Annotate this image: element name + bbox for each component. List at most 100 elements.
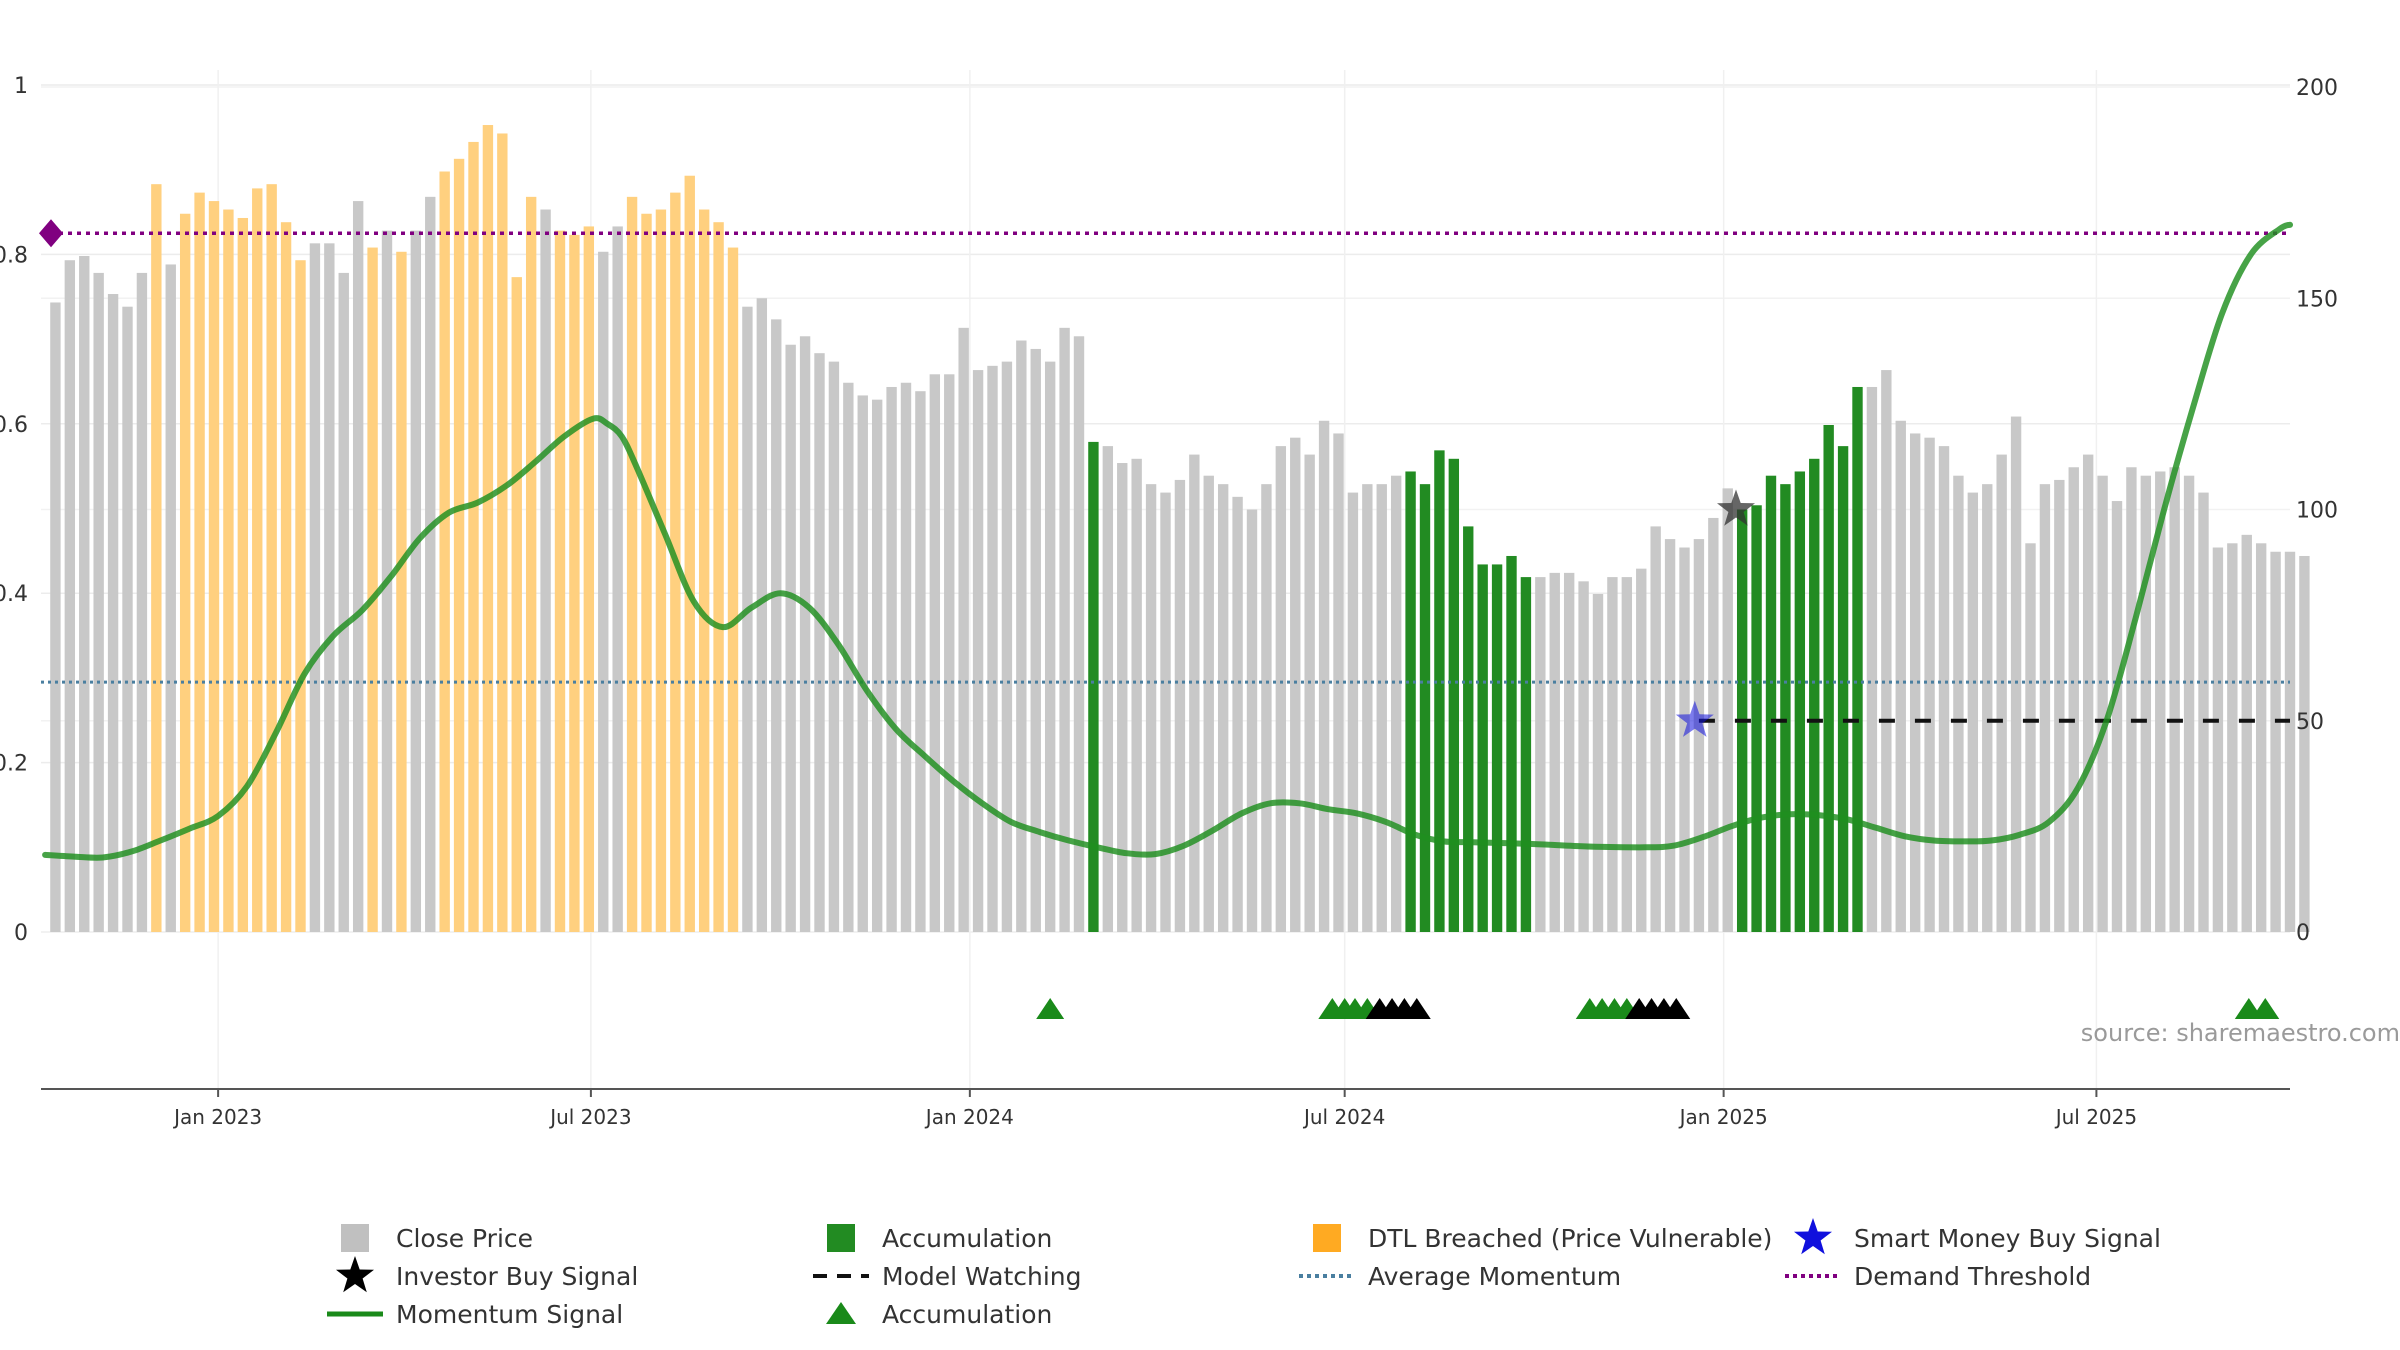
smart-money-buy-star [1675,700,1714,737]
legend-item: Momentum Signal [327,1300,623,1329]
x-tick-label: Jan 2024 [924,1105,1014,1129]
close-price-bar [756,298,768,932]
close-price-bar [1563,572,1575,932]
close-price-bar [1967,492,1979,932]
dtl-breached-bar [655,209,667,932]
close-price-bar [309,243,321,932]
legend-label: Momentum Signal [396,1300,623,1329]
dtl-breached-bar [396,251,407,932]
legend-star-icon [336,1256,374,1293]
close-price-bar [1535,577,1546,932]
legend-swatch [827,1224,855,1252]
accumulation-bar [1751,505,1762,932]
close-price-bar [1131,458,1142,932]
accumulation-bar [1434,450,1445,932]
model-watching-triangle [1402,998,1431,1019]
dtl-breached-bar [583,226,595,933]
close-price-bar [1203,475,1214,932]
left-tick-label: 1 [14,74,28,99]
left-tick-label: 0.8 [0,243,28,268]
close-price-bar [2183,475,2195,932]
legend-label: Close Price [396,1224,533,1253]
dtl-breached-bar [511,277,522,932]
close-price-bar [1895,420,1906,932]
x-tick-label: Jul 2023 [548,1105,631,1129]
close-price-bar [1996,454,2007,932]
accumulation-bar [1520,577,1532,932]
dtl-breached-bar [713,222,724,932]
close-price-bar [2227,543,2238,932]
close-price-bar [958,327,969,932]
legend: Close Price Accumulation DTL Breached (Pri… [327,1218,2161,1329]
close-price-bar [324,243,335,932]
dtl-breached-bar [554,230,566,932]
legend-swatch [1313,1224,1341,1252]
close-price-bar [1636,568,1647,932]
legend-star-icon [1794,1218,1832,1255]
close-price-bar [857,395,868,932]
close-price-bar [2241,534,2252,932]
close-price-bar [165,264,176,932]
close-price-bar [64,260,76,933]
dtl-breached-bar [237,217,249,933]
close-price-bar [50,302,61,933]
accumulation-bar [1477,564,1488,932]
dtl-breached-bar [266,184,277,933]
close-price-bar [1102,446,1114,932]
close-price-bar [2068,467,2079,932]
legend-item: Model Watching [813,1262,1082,1291]
close-price-bar [1145,484,1157,932]
close-price-bar [1390,475,1402,932]
price-bars [50,125,2310,933]
close-price-bar [1679,547,1690,932]
dtl-breached-bar [295,260,306,933]
close-price-bar [1160,492,1171,932]
close-price-bar [1693,539,1705,932]
legend-swatch [341,1224,369,1252]
close-price-bar [1909,433,1921,932]
legend-item: Demand Threshold [1785,1262,2091,1291]
marker-strip [1036,998,2280,1019]
dtl-breached-bar [569,234,580,932]
close-price-bar [972,370,984,932]
close-price-bar [2097,475,2108,932]
dtl-breached-bar [367,247,378,933]
legend-label: Average Momentum [1368,1262,1621,1291]
legend-label: Accumulation [882,1224,1052,1253]
close-price-bar [915,391,926,932]
close-price-bar [1664,539,1676,932]
close-price-bar [1592,594,1604,932]
close-price-bar [1189,454,1200,932]
close-price-bar [1650,526,1661,932]
close-price-bar [1953,475,1964,932]
x-tick-label: Jan 2023 [172,1105,262,1129]
close-price-bar [2155,471,2166,932]
close-price-bar [2169,467,2180,932]
close-price-bar [886,386,897,933]
legend-label: Investor Buy Signal [396,1262,638,1291]
close-price-bar [2140,475,2152,932]
accumulation-bar [1794,471,1806,932]
close-price-bar [742,306,753,932]
left-tick-label: 0 [14,921,28,946]
close-price-bar [540,209,551,932]
legend-item: Average Momentum [1299,1262,1621,1291]
close-price-bar [2082,454,2094,932]
close-price-bar [1578,581,1589,932]
close-price-bar [944,374,955,932]
close-price-bar [929,374,941,932]
close-price-bar [828,361,840,932]
close-price-bar [2111,501,2123,932]
close-price-bar [2010,416,2022,932]
accumulation-bar [1837,446,1849,932]
close-price-bar [1982,484,1993,932]
accumulation-bar [1780,484,1791,932]
close-price-bar [598,251,609,932]
close-price-bar [410,230,422,932]
close-price-bar [771,319,782,932]
legend-item: Accumulation [827,1224,1052,1253]
dtl-breached-bar [626,196,638,933]
accumulation-bar [1448,458,1460,932]
close-price-bar [799,336,811,932]
dtl-breached-bar [179,213,191,932]
